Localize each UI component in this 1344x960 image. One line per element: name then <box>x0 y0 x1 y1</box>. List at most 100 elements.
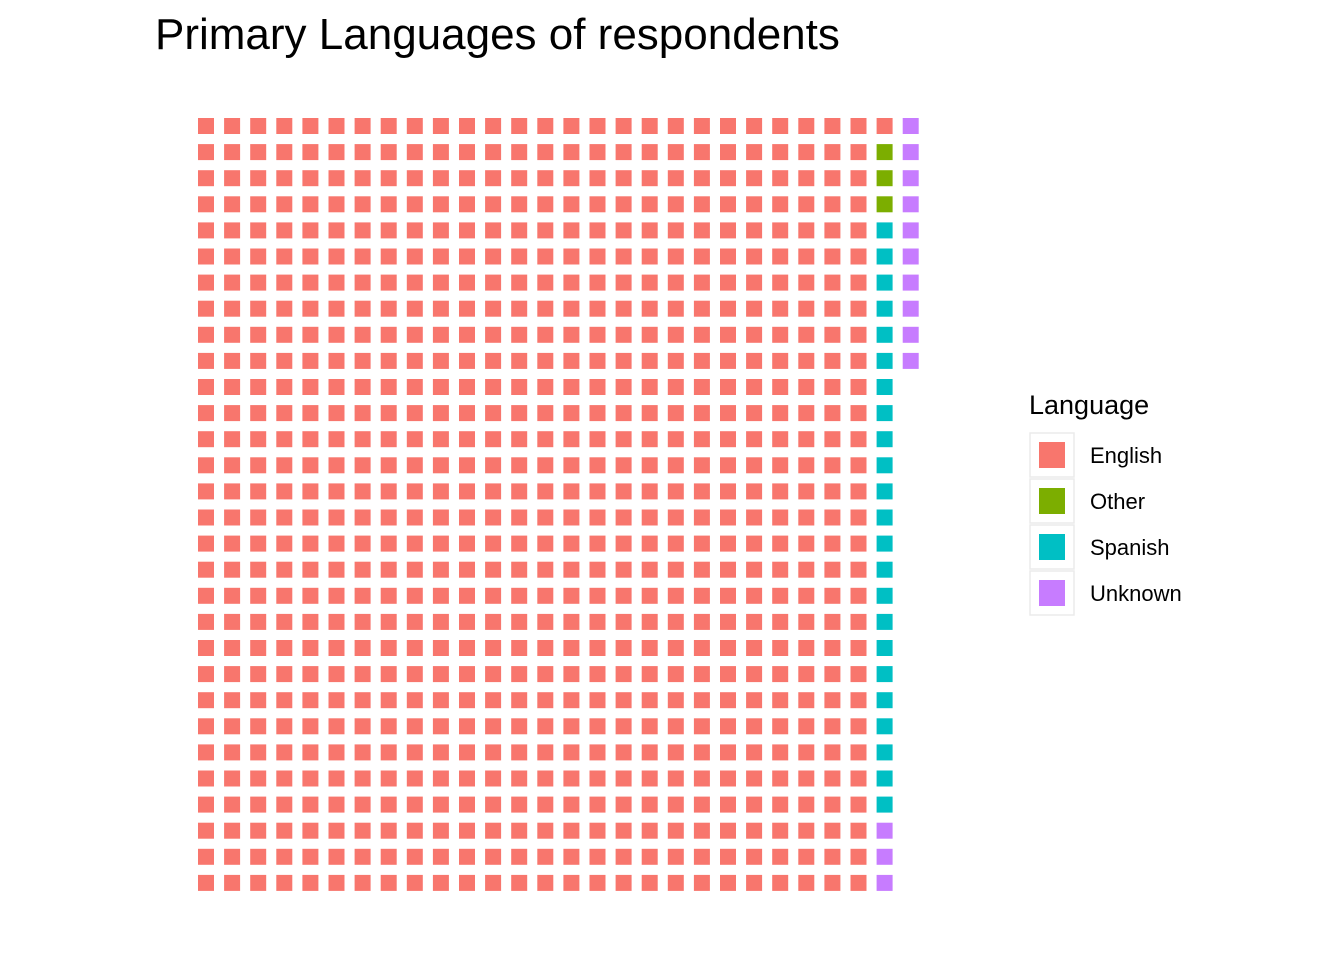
waffle-cell-english <box>589 718 606 735</box>
waffle-cell-english <box>276 770 293 787</box>
waffle-cell-english <box>693 692 710 709</box>
waffle-cell-english <box>772 796 789 813</box>
waffle-cell-english <box>589 509 606 526</box>
waffle-cell-english <box>746 874 763 891</box>
waffle-cell-english <box>511 457 528 474</box>
waffle-cell-english <box>485 352 502 369</box>
waffle-cell-english <box>693 848 710 865</box>
waffle-cell-english <box>224 692 241 709</box>
waffle-cell-english <box>432 274 449 291</box>
waffle-cell-english <box>276 587 293 604</box>
waffle-cell-english <box>485 666 502 683</box>
waffle-cell-english <box>720 379 736 395</box>
waffle-cell-english <box>198 640 214 656</box>
waffle-cell-english <box>250 848 267 865</box>
waffle-cell-english <box>511 718 528 735</box>
waffle-cell-english <box>772 118 789 134</box>
waffle-cell-english <box>746 848 763 865</box>
waffle-cell-english <box>406 326 423 343</box>
waffle-cell-english <box>406 222 423 239</box>
waffle-cell-english <box>432 144 449 161</box>
waffle-cell-english <box>302 170 319 187</box>
waffle-cell-english <box>641 144 658 161</box>
waffle-cell-english <box>641 352 658 369</box>
waffle-cell-english <box>746 744 763 761</box>
waffle-cell-english <box>302 822 319 839</box>
waffle-cell-english <box>511 561 528 578</box>
waffle-cell-english <box>432 640 449 656</box>
waffle-cell-english <box>772 300 789 317</box>
waffle-cell-english <box>250 144 267 161</box>
waffle-cell-english <box>693 379 710 395</box>
waffle-cell-english <box>459 170 475 187</box>
waffle-cell-english <box>537 457 554 474</box>
waffle-cell-english <box>380 848 397 865</box>
waffle-cell-english <box>641 509 658 526</box>
waffle-cell-spanish <box>876 300 893 317</box>
waffle-cell-english <box>354 692 371 709</box>
waffle-cell-english <box>511 118 528 134</box>
waffle-cell-english <box>276 874 293 891</box>
waffle-cell-english <box>667 640 684 656</box>
waffle-cell-english <box>537 613 554 630</box>
waffle-cell-english <box>485 535 502 552</box>
waffle-cell-english <box>276 613 293 630</box>
waffle-cell-english <box>276 457 293 474</box>
waffle-cell-english <box>641 431 658 448</box>
waffle-cell-english <box>328 326 345 343</box>
waffle-cell-english <box>772 405 789 422</box>
waffle-cell-english <box>850 874 867 891</box>
waffle-cell-english <box>328 352 345 369</box>
waffle-cell-english <box>250 222 267 239</box>
waffle-cell-english <box>328 822 345 839</box>
waffle-cell-english <box>406 118 423 134</box>
waffle-cell-english <box>328 196 345 213</box>
waffle-cell-english <box>276 640 293 656</box>
waffle-cell-english <box>824 770 841 787</box>
waffle-cell-english <box>667 170 684 187</box>
waffle-cell-english <box>302 326 319 343</box>
waffle-cell-english <box>302 535 319 552</box>
waffle-cell-english <box>746 613 763 630</box>
waffle-cell-english <box>798 587 815 604</box>
waffle-cell-english <box>224 405 241 422</box>
waffle-cell-english <box>406 405 423 422</box>
waffle-cell-english <box>250 692 267 709</box>
waffle-cell-english <box>720 118 736 134</box>
waffle-cell-english <box>198 535 214 552</box>
waffle-cell-english <box>406 483 423 500</box>
waffle-cell-english <box>406 196 423 213</box>
waffle-cell-english <box>746 666 763 683</box>
waffle-cell-english <box>667 692 684 709</box>
waffle-cell-english <box>667 144 684 161</box>
waffle-cell-english <box>589 692 606 709</box>
waffle-cell-english <box>667 222 684 239</box>
waffle-cell-english <box>224 613 241 630</box>
waffle-cell-english <box>772 535 789 552</box>
waffle-cell-english <box>563 640 580 656</box>
waffle-cell-english <box>276 431 293 448</box>
waffle-cell-english <box>432 796 449 813</box>
waffle-cell-english <box>563 379 580 395</box>
waffle-cell-english <box>224 509 241 526</box>
waffle-cell-english <box>511 379 528 395</box>
waffle-cell-english <box>432 666 449 683</box>
waffle-cell-english <box>615 770 632 787</box>
waffle-cell-english <box>667 509 684 526</box>
legend-item-spanish: Spanish <box>1029 524 1170 570</box>
waffle-cell-english <box>641 796 658 813</box>
waffle-cell-english <box>667 248 684 265</box>
waffle-cell-unknown <box>876 822 893 839</box>
waffle-cell-english <box>798 796 815 813</box>
waffle-cell-english <box>276 483 293 500</box>
waffle-cell-english <box>720 300 736 317</box>
waffle-cell-english <box>224 483 241 500</box>
waffle-cell-english <box>824 170 841 187</box>
waffle-cell-english <box>693 457 710 474</box>
waffle-cell-english <box>328 666 345 683</box>
waffle-cell-english <box>693 431 710 448</box>
waffle-cell-spanish <box>876 770 893 787</box>
waffle-cell-english <box>720 144 736 161</box>
waffle-cell-english <box>563 274 580 291</box>
